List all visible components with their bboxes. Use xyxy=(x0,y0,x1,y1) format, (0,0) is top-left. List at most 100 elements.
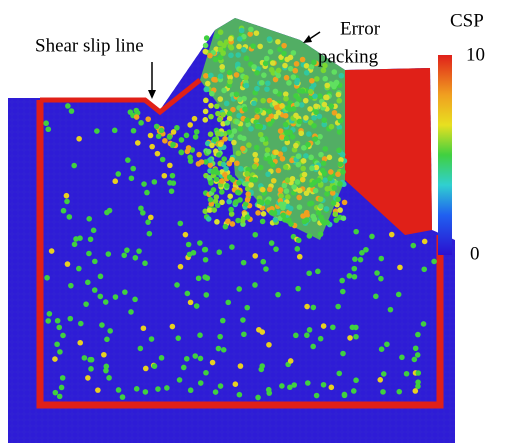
particle xyxy=(243,55,250,62)
particle xyxy=(315,268,321,275)
particle xyxy=(278,201,284,208)
particle xyxy=(266,97,273,104)
particle xyxy=(399,354,405,361)
particle xyxy=(244,117,250,123)
particle xyxy=(60,207,67,214)
particle xyxy=(68,282,74,289)
particle xyxy=(288,221,294,227)
particle xyxy=(384,341,390,348)
particle xyxy=(58,384,65,391)
particle xyxy=(225,299,232,306)
particle xyxy=(323,94,329,101)
particle xyxy=(83,301,89,307)
particle xyxy=(290,50,297,56)
particle xyxy=(128,309,134,315)
particle xyxy=(210,187,217,193)
particle xyxy=(238,67,244,73)
particle xyxy=(220,111,226,118)
particle xyxy=(296,118,303,125)
particle xyxy=(397,264,403,271)
particle xyxy=(337,117,344,124)
particle xyxy=(104,336,110,343)
particle xyxy=(278,193,284,199)
particle xyxy=(84,279,91,286)
particle xyxy=(363,246,369,253)
particle xyxy=(431,258,437,265)
particle xyxy=(215,110,221,117)
particle xyxy=(76,265,82,272)
left-border xyxy=(36,100,444,409)
particle xyxy=(205,148,212,155)
particle xyxy=(293,61,300,67)
particle xyxy=(52,389,59,396)
top-border xyxy=(40,78,202,116)
particle xyxy=(237,126,244,132)
particle xyxy=(204,140,211,147)
particle xyxy=(208,180,214,186)
particle xyxy=(254,114,260,120)
particle xyxy=(255,394,261,401)
particle xyxy=(324,82,331,89)
particle xyxy=(236,179,242,186)
particle xyxy=(299,88,306,94)
particle xyxy=(301,171,308,178)
particle xyxy=(246,142,252,148)
particle xyxy=(317,231,324,237)
particle xyxy=(146,230,153,237)
particle xyxy=(295,161,302,168)
particle xyxy=(260,258,267,265)
particle xyxy=(231,139,237,146)
particle xyxy=(227,193,234,200)
particle xyxy=(197,332,203,339)
particle xyxy=(226,198,232,205)
particle xyxy=(202,73,209,79)
colorbar-title: CSP xyxy=(450,10,484,31)
particle xyxy=(303,209,310,216)
particle xyxy=(315,209,322,216)
particle xyxy=(219,199,225,206)
annotation: Shear slip line xyxy=(35,35,144,56)
particle xyxy=(277,46,283,53)
particle xyxy=(336,129,343,135)
particle xyxy=(235,150,242,157)
particle xyxy=(203,86,210,92)
particle xyxy=(330,324,336,331)
particle xyxy=(112,178,119,185)
particle xyxy=(133,107,140,114)
particle xyxy=(395,291,402,298)
particle xyxy=(228,44,235,51)
particle xyxy=(273,246,279,252)
particle xyxy=(308,63,315,70)
particle xyxy=(369,233,375,240)
particle xyxy=(242,106,248,112)
particle xyxy=(299,176,306,183)
particle xyxy=(196,151,202,158)
particle xyxy=(317,182,324,188)
particle xyxy=(212,77,219,83)
particle xyxy=(265,80,271,87)
particle xyxy=(251,100,257,107)
particle xyxy=(307,88,314,95)
particle xyxy=(259,329,266,335)
particle xyxy=(415,383,421,390)
particle xyxy=(340,169,346,175)
particle xyxy=(107,328,113,334)
particle xyxy=(380,371,387,377)
particle xyxy=(373,293,379,300)
particle xyxy=(220,120,226,127)
particle xyxy=(310,82,317,88)
particle xyxy=(76,135,82,142)
particle xyxy=(192,134,199,140)
particle xyxy=(336,124,343,131)
particle xyxy=(226,110,233,117)
particle xyxy=(170,141,176,148)
particle xyxy=(298,102,305,108)
particle xyxy=(142,389,149,395)
particle xyxy=(286,80,292,86)
particle xyxy=(253,157,260,163)
particle xyxy=(203,97,209,104)
particle xyxy=(294,101,300,108)
particle xyxy=(289,134,296,140)
particle xyxy=(222,136,228,142)
particle xyxy=(335,196,341,203)
